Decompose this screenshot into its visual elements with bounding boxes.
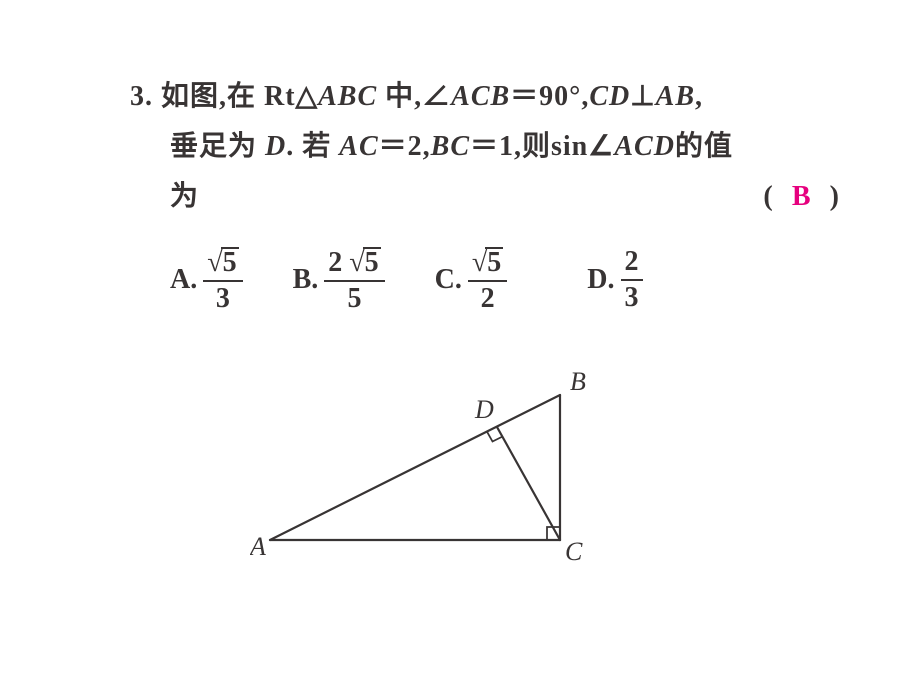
- option-a-rad: 5: [221, 247, 239, 277]
- q1-perp: ⊥: [630, 81, 655, 112]
- svg-text:B: B: [570, 367, 586, 396]
- q2-suffix: 的值: [675, 131, 733, 162]
- q2-eq2: ＝2,: [379, 131, 431, 162]
- option-d: D. 2 3: [587, 248, 642, 312]
- q2-mid1: . 若: [286, 131, 339, 162]
- option-d-label: D.: [587, 264, 614, 296]
- triangle-diagram: A B C D: [250, 350, 630, 575]
- q1-mid1: 中,∠: [377, 81, 451, 112]
- option-a-den: 3: [216, 282, 230, 313]
- answer-letter: B: [792, 181, 812, 212]
- option-b-frac: 2 √5 5: [324, 247, 384, 313]
- q1-cd: CD: [589, 81, 630, 112]
- triangle-svg: A B C D: [250, 350, 630, 570]
- question-number: 3.: [130, 81, 153, 112]
- svg-text:A: A: [250, 532, 266, 561]
- option-b-den: 5: [347, 282, 361, 313]
- option-a-frac: √5 3: [203, 247, 242, 313]
- option-a-label: A.: [170, 264, 197, 296]
- rparen: ): [830, 181, 840, 212]
- lparen: (: [763, 181, 773, 212]
- options-row: A. √5 3 B. 2 √5 5 C. √5: [170, 245, 693, 315]
- option-b-coef: 2: [328, 247, 342, 278]
- q1-ab: AB: [656, 81, 695, 112]
- q2-ac: AC: [339, 131, 378, 162]
- answer-group: ( B ): [763, 175, 840, 220]
- option-b-rad: 5: [363, 247, 381, 277]
- option-d-den: 3: [625, 281, 639, 312]
- q1-prefix: 如图,在 Rt: [161, 81, 296, 112]
- svg-text:C: C: [565, 537, 583, 566]
- q2-bc: BC: [431, 131, 470, 162]
- q1-tri: △: [296, 81, 319, 112]
- q2-acd: ACD: [614, 131, 675, 162]
- q2-d: D: [265, 131, 286, 162]
- option-c-den: 2: [481, 282, 495, 313]
- option-b-label: B.: [293, 264, 319, 296]
- svg-text:D: D: [474, 395, 494, 424]
- option-c-rad: 5: [485, 247, 503, 277]
- question-line-3: 为 ( B ): [170, 175, 840, 220]
- q1-comma: ,: [695, 81, 703, 112]
- q1-acb: ACB: [451, 81, 510, 112]
- option-d-num: 2: [621, 248, 643, 281]
- q2-eq1: ＝1,则sin∠: [470, 131, 614, 162]
- q1-abc: ABC: [318, 81, 377, 112]
- question-line-1: 3. 如图,在 Rt△ABC 中,∠ACB＝90°,CD⊥AB,: [130, 75, 850, 120]
- question-line-2: 垂足为 D. 若 AC＝2,BC＝1,则sin∠ACD的值: [170, 125, 870, 170]
- page: 3. 如图,在 Rt△ABC 中,∠ACB＝90°,CD⊥AB, 垂足为 D. …: [0, 0, 920, 690]
- option-a: A. √5 3: [170, 247, 243, 313]
- option-c-frac: √5 2: [468, 247, 507, 313]
- q2-prefix: 垂足为: [170, 131, 265, 162]
- q1-eq90: ＝90°,: [510, 81, 589, 112]
- option-c: C. √5 2: [435, 247, 508, 313]
- option-c-label: C.: [435, 264, 462, 296]
- option-d-frac: 2 3: [621, 248, 643, 312]
- q3-prefix: 为: [170, 181, 199, 212]
- option-b: B. 2 √5 5: [293, 247, 385, 313]
